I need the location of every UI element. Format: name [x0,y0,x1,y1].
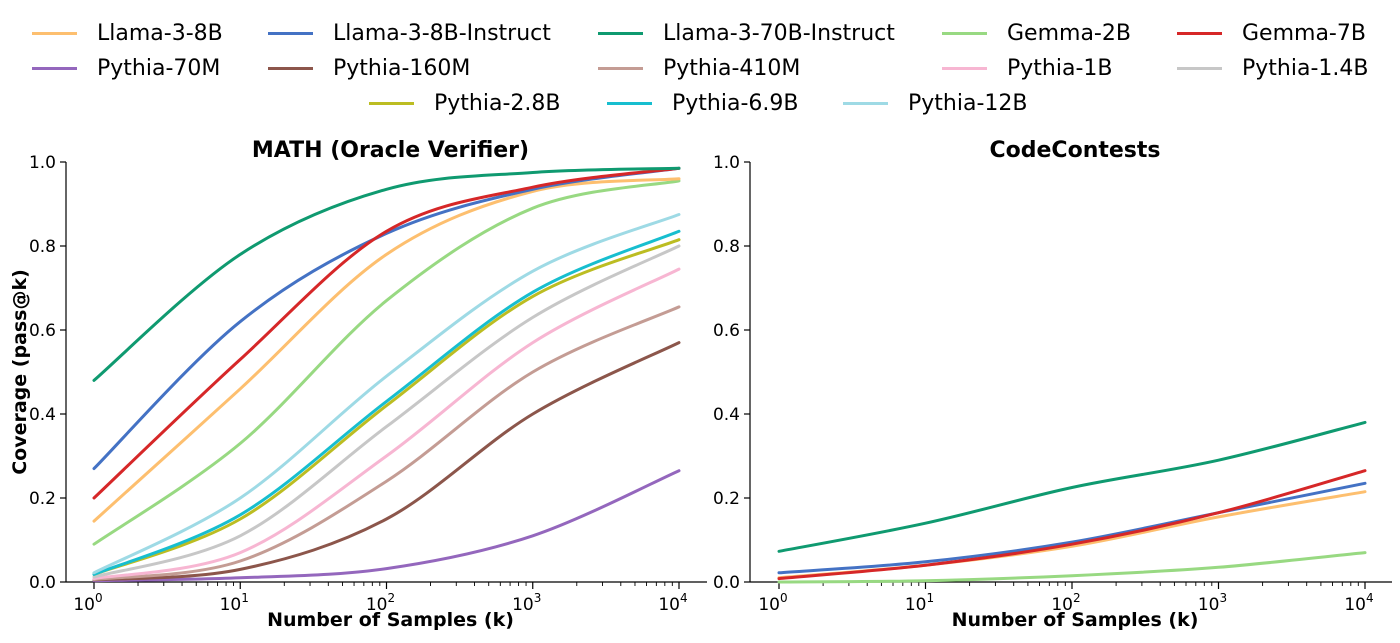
x-tick-label: 104 [658,591,687,615]
legend-swatch [369,101,414,105]
chart-title: CodeContests [990,138,1161,163]
series-line [92,244,681,579]
series-line [777,469,1367,581]
legend-label: Gemma-7B [1242,20,1366,46]
legend-item: Pythia-410M [598,53,800,83]
y-tick-label: 0.6 [713,321,740,341]
y-tick-label: 0.2 [29,489,56,509]
legend-label: Pythia-1B [1007,55,1113,81]
y-tick-label: 1.0 [713,153,740,173]
y-tick-label: 1.0 [29,153,56,173]
series-line [92,166,681,382]
x-tick-label: 102 [1051,591,1080,615]
x-tick-label: 100 [758,591,787,615]
legend-swatch [598,66,643,70]
y-tick-label: 0.6 [29,321,56,341]
legend-item: Llama-3-8B-Instruct [268,18,551,48]
legend-item: Pythia-2.8B [369,88,560,118]
chart-panel-0: 0.0 0.2 0.4 0.6 0.8 1.0 100 101 102 103 104 MATH (O… [9,138,707,631]
legend-label: Llama-3-70B-Instruct [663,20,895,46]
x-tick-label: 103 [512,591,541,615]
legend-label: Llama-3-8B [97,20,223,46]
y-tick-label: 0.8 [29,237,56,257]
series-line [92,267,681,581]
series-line [777,420,1367,553]
y-tick-label: 0.8 [713,237,740,257]
legend-label: Pythia-12B [908,90,1028,116]
legend-swatch [268,66,313,70]
x-tick-label: 100 [73,591,102,615]
legend-item: Pythia-6.9B [607,88,798,118]
series-line [92,469,681,583]
legend-swatch [607,101,652,105]
legend-label: Pythia-160M [333,55,471,81]
x-tick-label: 102 [366,591,395,615]
legend-swatch [268,31,313,35]
legend-item: Pythia-1.4B [1177,53,1368,83]
series-line [92,179,681,546]
legend-item: Llama-3-8B [32,18,223,48]
series-line [92,166,681,500]
x-axis-label: Number of Samples (k) [267,609,514,631]
legend-swatch [843,101,888,105]
legend-label: Pythia-70M [97,55,221,81]
x-tick-label: 101 [905,591,934,615]
y-tick-label: 0.4 [29,405,56,425]
series-line [92,341,681,582]
legend-swatch [942,66,987,70]
y-tick-label: 0.0 [29,573,56,593]
legend-item: Pythia-12B [843,88,1027,118]
x-axis-label: Number of Samples (k) [952,609,1199,631]
legend-label: Gemma-2B [1007,20,1131,46]
legend-label: Llama-3-8B-Instruct [333,20,551,46]
y-axis-label: Coverage (pass@k) [9,269,31,475]
series-line [92,166,681,471]
legend-item: Llama-3-70B-Instruct [598,18,895,48]
legend-item: Pythia-70M [32,53,220,83]
legend-item: Pythia-1B [942,53,1112,83]
x-tick-label: 103 [1198,591,1227,615]
series-line [777,481,1367,575]
legend-swatch [1177,66,1222,70]
series-line [92,305,681,581]
x-tick-label: 104 [1344,591,1373,615]
legend-item: Pythia-160M [268,53,470,83]
legend-swatch [32,66,77,70]
y-tick-label: 0.4 [713,405,740,425]
legend-swatch [32,31,77,35]
legend-item: Gemma-7B [1177,18,1366,48]
legend: Llama-3-8B Llama-3-8B-Instruct Llama-3-70B… [0,0,1400,120]
series-line [92,213,681,575]
series-line [92,238,681,576]
series-line [777,551,1367,584]
y-tick-label: 0.0 [713,573,740,593]
legend-label: Pythia-6.9B [672,90,799,116]
legend-label: Pythia-2.8B [434,90,561,116]
chart-panel-1: 0.0 0.2 0.4 0.6 0.8 1.0 100 101 102 103 104 CodeCon… [713,138,1392,631]
legend-item: Gemma-2B [942,18,1131,48]
series-line [92,177,681,523]
legend-swatch [598,31,643,35]
series-line [92,229,681,576]
legend-label: Pythia-1.4B [1242,55,1369,81]
x-tick-label: 101 [220,591,249,615]
chart-title: MATH (Oracle Verifier) [252,138,529,163]
legend-label: Pythia-410M [663,55,801,81]
legend-swatch [1177,31,1222,35]
y-tick-label: 0.2 [713,489,740,509]
legend-swatch [942,31,987,35]
